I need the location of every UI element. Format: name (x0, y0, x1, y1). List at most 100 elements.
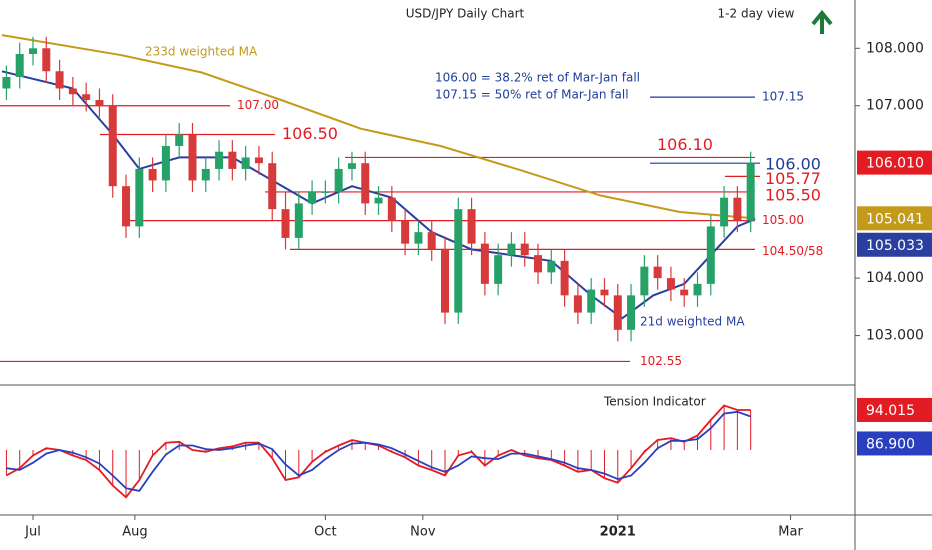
candle-body (122, 186, 131, 227)
candle-body (720, 197, 729, 227)
candle-body (95, 99, 104, 106)
candle-body (361, 163, 370, 204)
price-badge (857, 206, 932, 231)
candle-body (547, 260, 556, 273)
candle-body (68, 88, 77, 95)
price-badge (857, 232, 932, 257)
candle-body (666, 278, 675, 290)
candle-body (414, 232, 423, 244)
indicator-badge (857, 431, 932, 456)
y-tick-label: 107.000 (866, 98, 924, 114)
candle-body (600, 289, 609, 296)
candle-body (294, 203, 303, 238)
level-label: 107.00 (237, 98, 279, 112)
y-tick-label: 104.000 (866, 270, 924, 286)
candle-body (15, 54, 24, 77)
y-tick-label: 108.000 (866, 40, 924, 56)
candle-body (254, 157, 263, 164)
level-label: 106.00 (765, 155, 821, 174)
candle-body (653, 266, 662, 279)
indicator-line (6, 410, 751, 492)
candle-body (175, 134, 184, 146)
candle-body (680, 289, 689, 296)
x-tick-label: Jul (24, 525, 41, 540)
up-arrow-icon (811, 9, 833, 34)
candle-body (29, 48, 38, 55)
level-label: 105.50 (765, 185, 821, 204)
indicator-badge-label: 86.900 (866, 436, 915, 452)
annotation: 107.15 = 50% ret of Mar-Jan fall (435, 88, 629, 102)
candle-body (2, 77, 11, 89)
indicator-badge-label: 94.015 (866, 403, 915, 419)
level-label: 105.77 (765, 169, 821, 188)
candle-body (201, 168, 210, 181)
price-badge-label: 105.041 (866, 211, 924, 227)
candle-body (401, 220, 410, 244)
candle-body (188, 134, 197, 181)
candle-body (321, 191, 330, 193)
candle-body (347, 163, 356, 169)
candle-body (281, 209, 290, 238)
level-label: 107.15 (762, 90, 804, 104)
level-label: 106.50 (282, 124, 338, 143)
candle-body (613, 295, 622, 330)
level-label: 106.10 (657, 135, 713, 154)
candle-body (494, 255, 503, 284)
level-label: 105.00 (762, 213, 804, 227)
candle-body (560, 260, 569, 296)
x-tick-label: Aug (122, 525, 147, 540)
x-tick-label: Oct (314, 525, 336, 540)
candle-body (706, 226, 715, 284)
candle-body (108, 105, 117, 187)
candle-body (733, 197, 742, 221)
chart-title: USD/JPY Daily Chart (406, 7, 525, 21)
candle-body (627, 295, 636, 330)
candle-body (480, 243, 489, 284)
candle-body (308, 191, 317, 204)
indicator-title: Tension Indicator (603, 395, 706, 409)
level-label: 104.50/58 (762, 244, 823, 258)
candle-body (746, 163, 755, 221)
candle-body (374, 197, 383, 204)
candle-body (534, 255, 543, 273)
moving-average-label: 233d weighted MA (145, 45, 258, 59)
candle-body (334, 168, 343, 192)
candle-body (587, 289, 596, 313)
x-tick-label: 2021 (600, 525, 636, 540)
moving-average (1, 34, 756, 220)
candle-body (55, 71, 64, 89)
view-label: 1-2 day view (718, 7, 795, 21)
y-tick-label: 103.000 (866, 328, 924, 344)
candle-body (640, 266, 649, 296)
candle-body (135, 168, 144, 227)
annotation: 106.00 = 38.2% ret of Mar-Jan fall (435, 71, 640, 85)
indicator-badge (857, 397, 932, 422)
candle-body (268, 163, 277, 210)
candle-body (573, 295, 582, 313)
indicator-line (5, 404, 751, 499)
candle-body (693, 283, 702, 296)
candle-body (507, 243, 516, 256)
candle-body (148, 168, 157, 181)
level-label: 102.55 (640, 354, 682, 368)
price-badge (857, 150, 932, 175)
price-badge-label: 106.010 (866, 156, 924, 172)
candle-body (161, 145, 170, 181)
candle-body (454, 209, 463, 313)
candle-body (427, 232, 436, 250)
x-tick-label: Mar (778, 525, 803, 540)
x-tick-label: Nov (410, 525, 436, 540)
moving-average-label: 21d weighted MA (640, 315, 745, 329)
candle-body (440, 249, 449, 313)
candle-body (215, 151, 224, 169)
price-badge-label: 105.033 (866, 238, 924, 254)
candle-body (228, 151, 237, 169)
candle-body (42, 48, 51, 72)
candle-body (467, 209, 476, 244)
candle-body (387, 197, 396, 221)
candle-body (82, 94, 91, 100)
candle-body (520, 243, 529, 256)
